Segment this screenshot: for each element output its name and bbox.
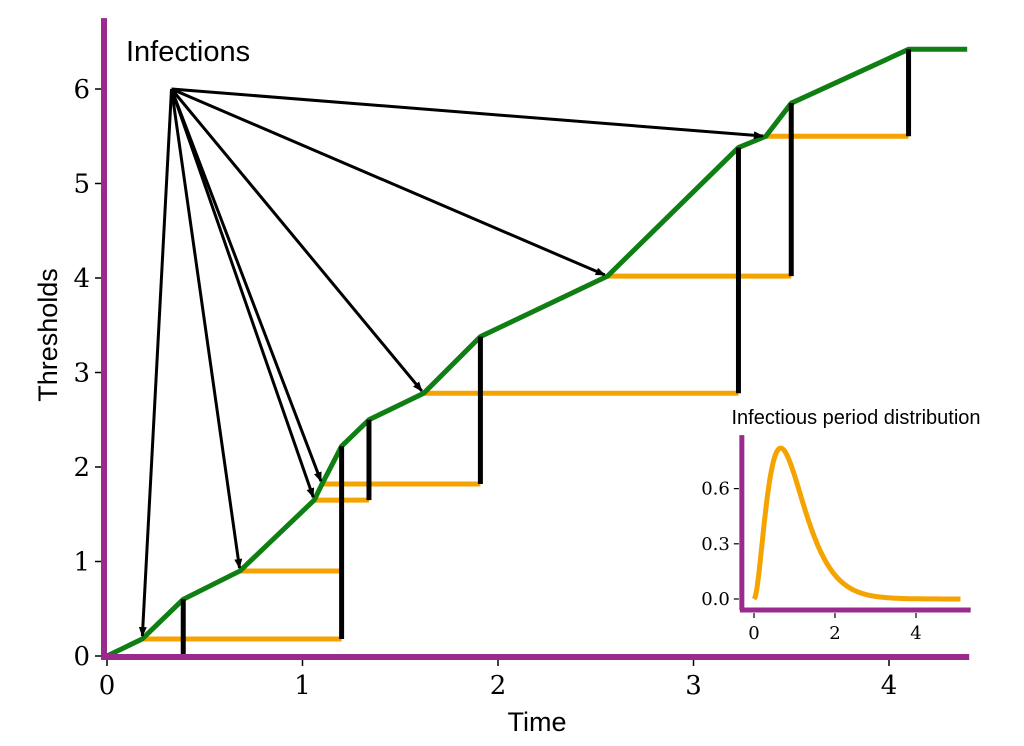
inset-x-tick-label-0: 0 bbox=[748, 623, 759, 644]
x-tick-label-3: 3 bbox=[685, 671, 702, 701]
inset-x-tick-label-4: 4 bbox=[910, 623, 921, 644]
y-tick-label-3: 3 bbox=[73, 359, 90, 389]
force-of-infection-line bbox=[105, 46, 968, 659]
x-tick-label-4: 4 bbox=[881, 671, 898, 701]
main-tick-labels: 0 1 2 3 4 0 1 2 3 4 5 6 bbox=[73, 75, 897, 701]
x-tick-label-0: 0 bbox=[99, 671, 116, 701]
infection-arrows bbox=[138, 87, 764, 637]
y-axis-title: Thresholds bbox=[33, 268, 63, 402]
infection-arrow-5 bbox=[170, 88, 423, 392]
inset-y-tick-label-0.6: 0.6 bbox=[701, 479, 730, 500]
annotation-label: Infections bbox=[126, 36, 250, 68]
y-tick-label-6: 6 bbox=[73, 75, 90, 105]
inset-x-tick-label-2: 2 bbox=[829, 623, 840, 644]
x-tick-label-1: 1 bbox=[294, 671, 311, 701]
infection-arrow-3 bbox=[170, 88, 315, 499]
infection-arrow-6 bbox=[170, 87, 606, 277]
recovery-drops bbox=[180, 49, 912, 656]
inset-y-tick-label-0.3: 0.3 bbox=[701, 534, 730, 555]
inset-chart: 0 2 4 0.0 0.3 0.6 bbox=[701, 435, 971, 644]
infection-arrow-7 bbox=[171, 87, 764, 140]
x-tick-label-2: 2 bbox=[490, 671, 507, 701]
inset-title: Infectious period distribution bbox=[731, 407, 980, 429]
y-tick-label-2: 2 bbox=[73, 453, 90, 483]
inset-y-tick-label-0.0: 0.0 bbox=[701, 589, 730, 610]
infection-arrow-1 bbox=[138, 88, 174, 637]
cumulative-line bbox=[105, 46, 968, 659]
infection-arrow-4 bbox=[170, 88, 323, 483]
main-axes bbox=[101, 18, 970, 660]
y-tick-label-0: 0 bbox=[73, 642, 90, 672]
y-tick-label-4: 4 bbox=[73, 264, 90, 294]
inset-density-curve bbox=[751, 445, 962, 602]
infection-arrow-2 bbox=[170, 88, 243, 569]
y-tick-label-1: 1 bbox=[73, 548, 90, 578]
x-axis-title: Time bbox=[508, 707, 567, 737]
y-tick-label-5: 5 bbox=[73, 170, 90, 200]
